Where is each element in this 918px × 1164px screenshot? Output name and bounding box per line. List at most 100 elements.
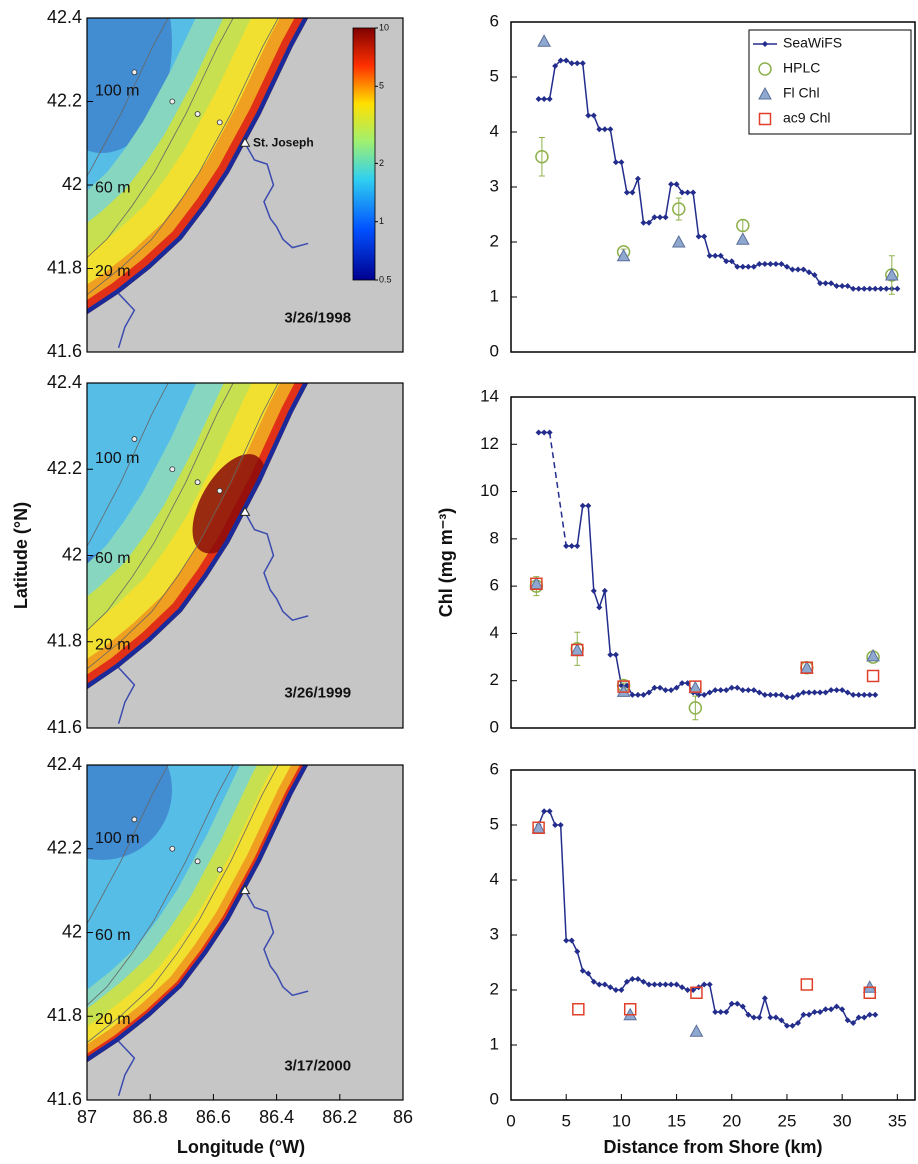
seawifs-point [833,1003,840,1010]
depth-contour [87,765,295,1100]
seawifs-point [690,189,697,196]
seawifs-point [701,691,708,698]
seawifs-point [629,976,636,982]
x-tick-label: 30 [833,1111,852,1130]
seawifs-point [623,189,630,196]
seawifs-point [541,96,548,102]
ac9-point [800,978,814,991]
seawifs-point [590,112,597,119]
seawifs-point [634,691,641,698]
seawifs-point [706,252,713,259]
station [216,866,223,873]
gap-connector [548,432,567,547]
seawifs-point [546,808,553,815]
seawifs-point [706,981,713,988]
seawifs-point [673,684,680,691]
ac9-point [800,661,814,674]
low-chl-patch [87,18,172,153]
river [244,890,309,997]
y-tick-label: 6 [490,759,499,778]
y-tick-label: 14 [480,386,499,405]
x-tick-label: 10 [612,1111,631,1130]
x-tick-label: 15 [667,1111,686,1130]
station [194,111,201,117]
depth-contour [87,383,250,728]
seawifs-point [767,1014,774,1021]
station [194,479,201,486]
seawifs-point [855,691,862,698]
seawifs-point [673,981,680,988]
seawifs-point [800,689,807,696]
y-tick-label: 5 [490,66,499,85]
seawifs-point [640,219,647,226]
depth-contour [87,765,250,1100]
y-tick-label: 3 [490,176,499,195]
x-tick-label: 86.6 [196,1107,231,1127]
seawifs-point [739,687,746,694]
station-triangle [239,884,251,895]
y-tick-label: 8 [490,528,499,547]
seawifs-point [557,57,564,64]
frame [510,769,916,1101]
station-triangle [239,506,251,516]
seawifs-point [640,691,647,698]
seawifs-point [833,687,840,694]
y-tick-label: 2 [490,670,499,689]
seawifs-point [850,691,857,698]
error-bar [692,695,699,721]
seawifs-point [872,285,879,292]
seawifs-point [552,822,559,828]
seawifs-point [734,263,741,270]
seawifs-point [568,60,575,67]
station [169,845,176,852]
station [131,436,138,442]
seawifs-point [783,694,790,701]
x-axis-label: Distance from Shore (km) [603,1137,822,1157]
seawifs-point [794,266,801,273]
colorbar-tick-label: 1 [379,216,384,226]
seawifs-point [568,542,575,549]
y-tick-label: 2 [490,979,499,998]
x-tick-label: 87 [77,1107,97,1127]
y-axis-label: Chl (mg m⁻³) [436,508,456,618]
seawifs-point [761,691,768,698]
seawifs-point [574,542,581,549]
legend-box [748,29,912,135]
seawifs-point [772,261,779,267]
river [117,293,136,349]
seawifs-point [712,1009,719,1015]
seawifs-point [850,285,857,292]
seawifs-point [629,691,636,698]
flchl-point [616,684,631,697]
colorbar-tick-label: 2 [379,158,384,168]
seawifs-point [745,1011,752,1018]
seawifs-point [750,687,757,694]
flchl-point [531,820,546,834]
y-tick-label: 3 [490,924,499,943]
legend-symbol [758,62,772,76]
y-tick-label: 1 [490,1034,499,1053]
seawifs-point [585,112,592,119]
seawifs-point [585,502,592,509]
colorbar-tick-label: 5 [379,81,384,91]
river [244,142,309,249]
y-tick-label: 42.2 [47,458,82,478]
seawifs-point [596,981,603,988]
seawifs-point [767,691,774,698]
seawifs-point [883,285,890,292]
contour-label: 100 m [95,83,139,100]
seawifs-point [618,987,625,993]
seawifs-point [546,96,553,102]
seawifs-point [651,214,658,221]
seawifs-point [634,976,641,982]
x-tick-label: 5 [561,1111,570,1130]
seawifs-point [745,263,752,270]
legend-label: ac9 Chl [783,110,830,126]
flchl-point [866,648,880,662]
seawifs-point [861,691,868,698]
hplc-point [672,202,686,216]
seawifs-point [563,57,570,64]
seawifs-point [601,587,608,594]
x-tick-label: 0 [506,1111,515,1130]
river [117,1040,136,1097]
